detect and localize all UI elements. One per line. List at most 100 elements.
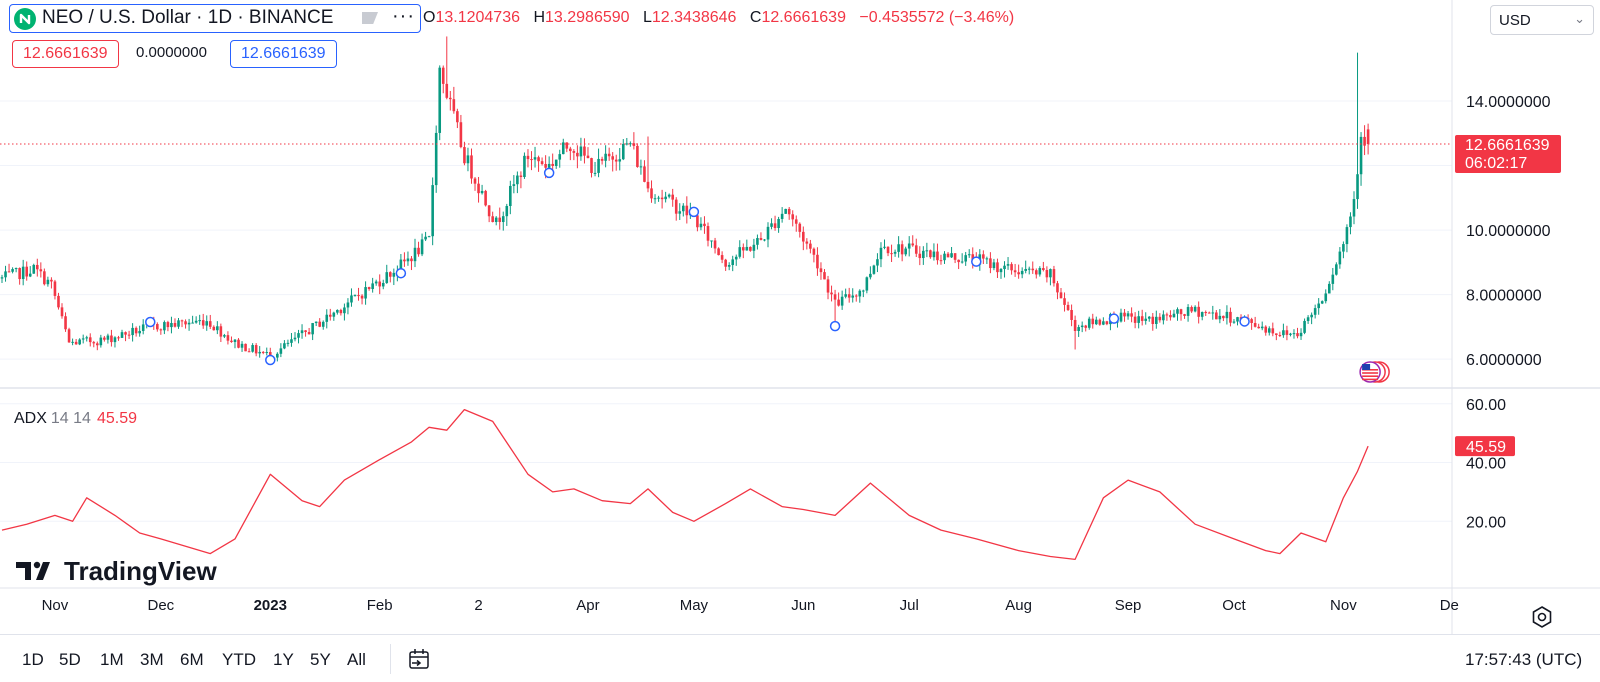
time-axis-label: Sep — [1115, 597, 1142, 614]
candle-body — [25, 266, 29, 277]
candle-body — [459, 122, 463, 148]
currency-select[interactable]: USD ⌄ — [1490, 5, 1594, 35]
candle-body — [1105, 321, 1109, 325]
symbol-box[interactable] — [9, 4, 421, 33]
us-flag-event-icon[interactable] — [1359, 361, 1381, 383]
event-marker-icon[interactable] — [829, 320, 841, 332]
time-axis-label: Dec — [148, 597, 175, 614]
event-marker-icon[interactable] — [145, 316, 156, 328]
candle-body — [523, 155, 526, 177]
candle-body — [184, 321, 187, 325]
candle-body — [251, 345, 254, 352]
candle-body — [283, 343, 286, 349]
candle-body — [907, 243, 911, 249]
range-button-3m[interactable]: 3M — [140, 650, 164, 669]
candle-body — [1052, 269, 1056, 284]
candle-body — [551, 163, 554, 166]
candle-body — [78, 339, 81, 345]
range-button-6m[interactable]: 6M — [180, 650, 204, 669]
candle-body — [18, 268, 21, 280]
adx-legend[interactable]: ADX 14 14 45.59 — [14, 410, 137, 428]
open-value: 13.1204736 — [435, 9, 520, 26]
candle-body — [759, 238, 763, 240]
price-chart[interactable]: 14.0000000 10.0000000 8.0000000 6.0000000 60… — [0, 0, 1600, 634]
candle-body — [81, 338, 85, 340]
candle-body — [971, 254, 975, 261]
candle-body — [191, 322, 194, 324]
candle-body — [1289, 333, 1292, 335]
symbol-title[interactable]: NEO / U.S. Dollar · 1D · BINANCE — [42, 7, 334, 28]
candle-body — [99, 337, 103, 346]
candle-body — [900, 244, 904, 255]
candle-body — [491, 216, 494, 223]
range-button-5d[interactable]: 5D — [59, 650, 81, 669]
range-button-all[interactable]: All — [347, 650, 366, 669]
candle-body — [311, 323, 314, 335]
candle-body — [1356, 174, 1359, 200]
candle-body — [1282, 330, 1285, 336]
time-axis-label: Jun — [791, 597, 815, 614]
candle-body — [350, 295, 353, 303]
event-marker-icon[interactable] — [1108, 313, 1120, 324]
open-label: O — [423, 9, 436, 26]
candle-body — [1038, 268, 1042, 275]
range-button-1y[interactable]: 1Y — [273, 650, 294, 669]
event-marker-icon[interactable] — [265, 354, 276, 366]
candle-body — [1077, 327, 1080, 331]
candle-body — [713, 240, 717, 249]
sell-price-button[interactable]: 12.6661639 — [12, 40, 119, 68]
candle-body — [1165, 314, 1169, 316]
candle-body — [957, 259, 960, 263]
candle-body — [343, 307, 346, 314]
range-button-1m[interactable]: 1M — [100, 650, 124, 669]
candle-body — [170, 323, 173, 328]
event-marker-icon[interactable] — [688, 206, 700, 218]
candle-body — [1207, 312, 1211, 314]
candle-body — [710, 240, 713, 242]
time-axis-label: Feb — [367, 597, 393, 614]
candle-body — [812, 248, 816, 255]
candle-body — [1070, 309, 1073, 320]
event-marker-icon[interactable] — [543, 167, 555, 179]
event-marker-icon[interactable] — [971, 256, 982, 267]
candle-body — [1059, 292, 1063, 299]
candle-body — [1200, 312, 1204, 317]
candle-body — [216, 326, 219, 331]
candle-body — [703, 223, 706, 227]
adx-scale-label: 20.00 — [1466, 514, 1506, 531]
price-scale-label: 8.0000000 — [1466, 288, 1542, 305]
more-dots-icon[interactable]: ··· — [392, 5, 415, 27]
candle-body — [932, 251, 936, 258]
candle-body — [1359, 136, 1363, 175]
candle-body — [208, 321, 212, 327]
candle-body — [1176, 309, 1179, 314]
candle-body — [925, 250, 929, 252]
candle-body — [1366, 129, 1370, 145]
utc-clock[interactable]: 17:57:43 (UTC) — [1465, 650, 1583, 669]
candle-body — [156, 324, 159, 330]
candle-body — [1317, 303, 1320, 309]
candle-body — [914, 245, 918, 254]
event-marker-icon[interactable] — [395, 267, 407, 279]
settings-icon[interactable] — [1531, 606, 1553, 628]
candle-body — [1144, 318, 1148, 321]
candle-body — [1303, 320, 1306, 333]
candle-body — [1066, 304, 1070, 310]
time-axis-label: Nov — [42, 597, 69, 614]
candle-body — [561, 142, 565, 155]
candle-body — [406, 258, 410, 262]
buy-price-button[interactable]: 12.6661639 — [230, 40, 337, 68]
candle-body — [699, 223, 703, 228]
compare-range-icon[interactable] — [408, 648, 430, 670]
candle-body — [279, 348, 283, 354]
candle-body — [1006, 264, 1010, 266]
candle-body — [230, 340, 233, 343]
range-button-ytd[interactable]: YTD — [222, 650, 256, 669]
candle-body — [724, 259, 727, 267]
range-button-5y[interactable]: 5Y — [310, 650, 331, 669]
event-marker-icon[interactable] — [1239, 316, 1250, 327]
candle-body — [784, 208, 787, 214]
flag-marker-icon[interactable] — [362, 12, 378, 24]
range-button-1d[interactable]: 1D — [22, 650, 44, 669]
candle-body — [996, 262, 999, 273]
